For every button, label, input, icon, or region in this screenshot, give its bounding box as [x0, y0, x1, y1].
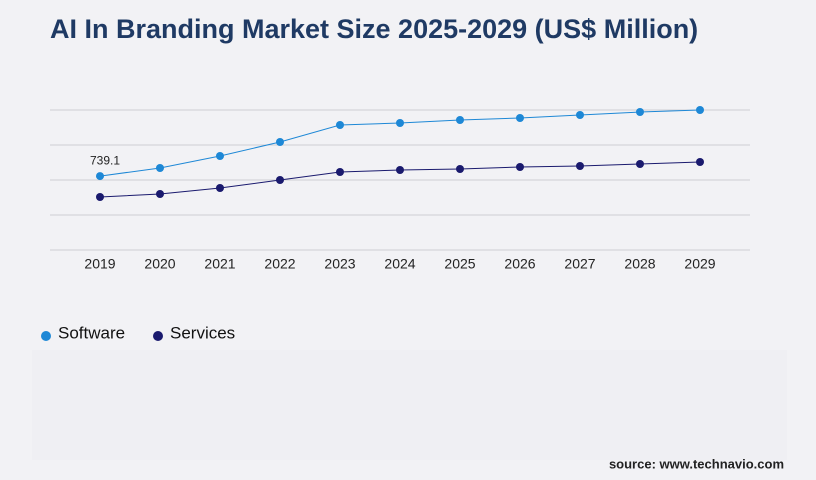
data-point — [276, 176, 284, 184]
data-point — [156, 164, 164, 172]
data-point — [396, 166, 404, 174]
x-tick-label: 2023 — [324, 256, 355, 272]
x-tick-label: 2029 — [684, 256, 715, 272]
x-tick-label: 2021 — [204, 256, 235, 272]
data-point — [336, 121, 344, 129]
data-point — [96, 172, 104, 181]
x-tick-label: 2020 — [144, 256, 175, 272]
x-tick-label: 2019 — [84, 256, 115, 272]
data-point — [456, 165, 464, 173]
data-point — [336, 168, 344, 176]
legend-marker — [153, 331, 163, 341]
x-tick-label: 2028 — [624, 256, 655, 272]
data-label: 739.1 — [90, 153, 120, 167]
legend-label: Software — [58, 323, 125, 342]
data-point — [96, 193, 104, 201]
x-tick-label: 2027 — [564, 256, 595, 272]
x-tick-label: 2025 — [444, 256, 475, 272]
legend-marker — [41, 331, 51, 341]
data-point — [516, 114, 524, 122]
x-tick-label: 2026 — [504, 256, 535, 272]
data-point — [576, 111, 584, 119]
lower-panel — [32, 350, 787, 460]
data-point — [636, 160, 644, 168]
data-point — [156, 190, 164, 198]
legend-label: Services — [170, 323, 235, 342]
data-point — [636, 108, 644, 116]
data-point — [516, 163, 524, 171]
data-point — [276, 138, 284, 146]
data-point — [216, 152, 224, 160]
chart-title: AI In Branding Market Size 2025-2029 (US… — [50, 14, 698, 44]
x-tick-label: 2022 — [264, 256, 295, 272]
data-point — [396, 119, 404, 127]
data-point — [696, 106, 704, 114]
x-tick-label: 2024 — [384, 256, 415, 272]
data-point — [696, 158, 704, 166]
data-point — [576, 162, 584, 170]
source: source: www.technavio.com — [609, 456, 784, 471]
data-point — [456, 116, 464, 124]
data-point — [216, 184, 224, 192]
